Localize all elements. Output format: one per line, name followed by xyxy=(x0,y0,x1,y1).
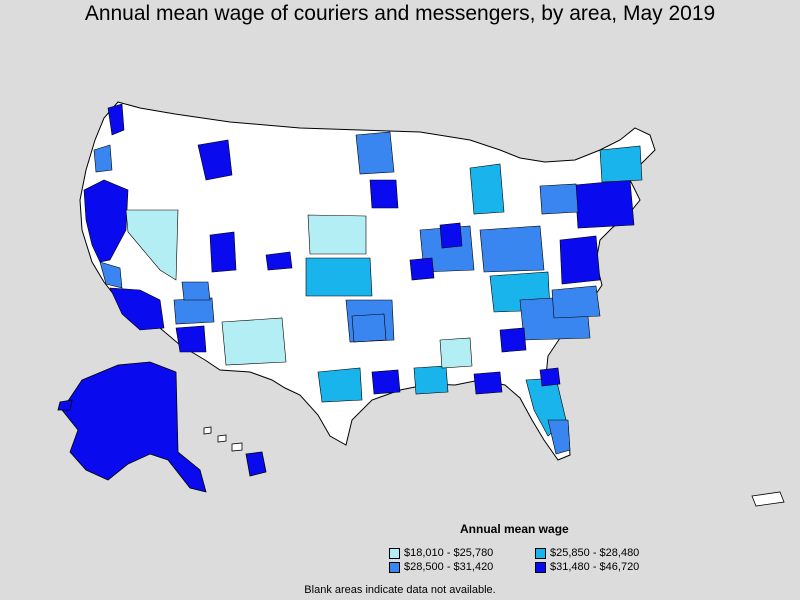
region-florida-south xyxy=(547,419,571,455)
hawaii-island-oahu xyxy=(217,434,227,443)
region-kansas xyxy=(305,257,373,297)
region-jacksonville xyxy=(539,367,561,387)
region-mid-atlantic xyxy=(559,235,601,285)
puerto-rico xyxy=(751,491,785,507)
legend-item: $31,480 - $46,720 xyxy=(535,561,639,573)
legend-swatch xyxy=(535,561,546,573)
region-montana xyxy=(197,139,233,181)
region-atlanta xyxy=(499,327,527,353)
legend-label: $25,850 - $28,480 xyxy=(550,547,640,559)
region-gulf-coast xyxy=(473,371,503,395)
region-chicago xyxy=(439,222,463,249)
region-utah xyxy=(181,281,211,301)
map-title: Annual mean wage of couriers and messeng… xyxy=(84,2,716,25)
region-mississippi xyxy=(439,337,473,369)
region-denver xyxy=(265,251,293,271)
region-new-england xyxy=(599,145,643,183)
region-central-valley xyxy=(99,261,123,289)
region-fills xyxy=(83,103,643,455)
region-northeast xyxy=(574,179,635,229)
region-dakotas xyxy=(355,131,395,175)
legend-label: $31,480 - $46,720 xyxy=(550,561,640,573)
region-arizona-phoenix xyxy=(175,325,207,353)
hawaii xyxy=(203,426,267,477)
region-minnesota xyxy=(369,179,399,209)
alaska-shape xyxy=(61,361,207,493)
legend-swatch xyxy=(535,547,546,559)
region-oregon-west xyxy=(93,144,113,173)
region-new-mexico xyxy=(221,317,287,366)
region-texas-south xyxy=(317,367,363,403)
legend-item: $18,010 - $25,780 xyxy=(389,547,493,559)
legend-swatch xyxy=(389,547,400,559)
region-nevada xyxy=(125,209,179,281)
region-oklahoma xyxy=(351,313,387,343)
region-texas-houston xyxy=(371,369,401,395)
region-nebraska xyxy=(307,214,367,255)
region-louisiana xyxy=(413,365,449,395)
alaska xyxy=(57,361,207,493)
region-carolinas xyxy=(551,285,601,319)
region-arizona xyxy=(173,297,215,325)
hawaii-island-big xyxy=(245,451,267,477)
hawaii-island-maui xyxy=(231,442,243,452)
region-michigan xyxy=(469,163,505,215)
region-west-coast xyxy=(83,179,129,263)
puerto-rico-shape xyxy=(751,491,785,507)
region-ohio-valley xyxy=(479,225,545,273)
legend-label: $18,010 - $25,780 xyxy=(404,547,494,559)
legend-item: $28,500 - $31,420 xyxy=(389,561,493,573)
hawaii-island-kauai xyxy=(203,426,212,435)
alaska-islands xyxy=(57,399,73,411)
region-socal xyxy=(109,287,165,331)
region-upstate-ny xyxy=(539,183,579,215)
legend-item: $25,850 - $28,480 xyxy=(535,547,639,559)
legend-swatch xyxy=(389,561,400,573)
footnote: Blank areas indicate data not available. xyxy=(304,584,496,596)
legend-label: $28,500 - $31,420 xyxy=(404,561,494,573)
region-st-louis xyxy=(409,257,435,281)
region-puget-sound xyxy=(107,103,125,136)
legend-title: Annual mean wage xyxy=(460,522,569,536)
region-colorado xyxy=(209,231,237,273)
